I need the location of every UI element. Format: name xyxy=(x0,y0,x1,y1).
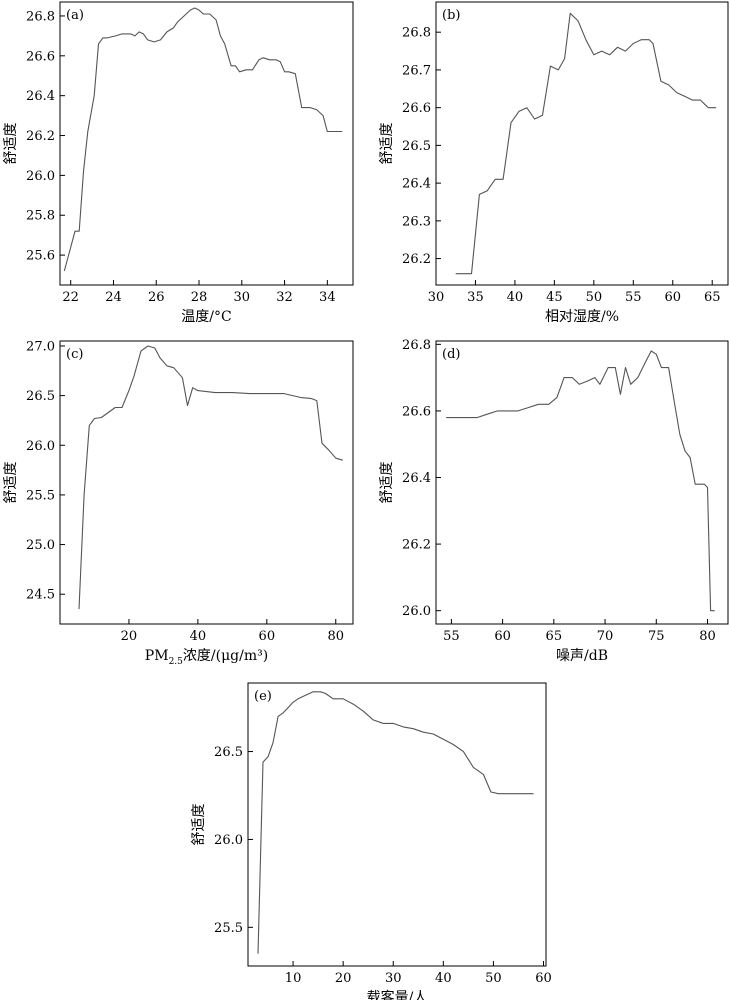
plot-frame-e xyxy=(247,682,547,967)
x-tick-label-a: 34 xyxy=(319,290,336,305)
x-axis-label-b: 相对湿度/% xyxy=(545,309,619,325)
x-tick-label-b: 50 xyxy=(586,290,603,305)
x-tick-label-c: 60 xyxy=(259,629,276,644)
y-axis-label-e: 舒适度 xyxy=(191,804,207,846)
y-tick-label-a: 26.4 xyxy=(26,89,55,104)
y-tick-label-b: 26.7 xyxy=(402,63,431,78)
x-axis-label-a: 温度/°C xyxy=(181,309,231,325)
y-tick-label-d: 26.8 xyxy=(402,338,431,353)
x-tick-label-b: 45 xyxy=(546,290,563,305)
x-tick-label-d: 60 xyxy=(494,629,511,644)
y-tick-label-a: 26.6 xyxy=(26,49,55,64)
panel-b: 30 35 40 45 50 55 60 65 26.2 26.3 26.4 26.5 26.6 26.7… xyxy=(379,1,729,325)
y-tick-label-d: 26.4 xyxy=(402,471,431,486)
y-tick-label-b: 26.8 xyxy=(402,26,431,41)
x-tick-label-c: 20 xyxy=(121,629,138,644)
panel-label-e: (e) xyxy=(254,689,272,704)
x-tick-label-e: 60 xyxy=(535,971,552,986)
panel-d: 55 60 65 70 75 80 26.0 26.2 26.4 26.6 26.8 (d) 噪声/dB… xyxy=(379,338,729,664)
y-tick-label-d: 26.2 xyxy=(402,538,431,553)
y-tick-label-a: 25.8 xyxy=(26,209,55,224)
x-axis-label-subscript: 2.5 xyxy=(169,657,184,667)
x-tick-label-b: 40 xyxy=(507,290,524,305)
x-tick-label-d: 80 xyxy=(699,629,716,644)
y-tick-label-d: 26.0 xyxy=(402,604,431,619)
y-tick-label-b: 26.5 xyxy=(402,139,431,154)
plot-frame-c xyxy=(59,340,354,625)
y-tick-label-a: 25.6 xyxy=(26,249,55,264)
y-tick-label-c: 27.0 xyxy=(26,339,55,354)
x-tick-label-a: 32 xyxy=(276,290,293,305)
x-tick-label-b: 65 xyxy=(704,290,721,305)
panel-c: 20 40 60 80 24.5 25.0 25.5 26.0 26.5 27.0 (c) PM2.5… xyxy=(3,339,354,667)
plot-frame-b xyxy=(435,1,729,286)
y-tick-label-c: 24.5 xyxy=(26,588,55,603)
plot-frame-d xyxy=(435,340,729,625)
x-tick-label-e: 20 xyxy=(335,971,352,986)
x-tick-label-b: 30 xyxy=(428,290,445,305)
y-axis-label-b: 舒适度 xyxy=(379,123,395,165)
y-axis-label-d: 舒适度 xyxy=(379,462,395,504)
x-tick-label-e: 10 xyxy=(285,971,302,986)
x-tick-label-d: 70 xyxy=(597,629,614,644)
series-line-b xyxy=(455,12,717,275)
panel-label-d: (d) xyxy=(442,347,460,362)
y-tick-label-c: 26.5 xyxy=(26,389,55,404)
x-tick-label-e: 40 xyxy=(435,971,452,986)
x-axis-label-d: 噪声/dB xyxy=(556,648,608,664)
x-tick-label-d: 75 xyxy=(648,629,665,644)
series-line-c xyxy=(78,345,343,610)
y-tick-label-d: 26.6 xyxy=(402,404,431,419)
x-tick-label-d: 55 xyxy=(443,629,460,644)
panel-label-c: (c) xyxy=(66,347,83,362)
y-tick-label-b: 26.4 xyxy=(402,177,431,192)
y-tick-label-e: 26.0 xyxy=(214,833,243,848)
y-tick-label-b: 26.3 xyxy=(402,214,431,229)
y-tick-label-c: 25.5 xyxy=(26,488,55,503)
y-axis-label-c: 舒适度 xyxy=(3,462,19,504)
panel-label-b: (b) xyxy=(442,8,460,23)
x-tick-label-a: 30 xyxy=(234,290,251,305)
x-tick-label-a: 28 xyxy=(191,290,208,305)
panel-e: 10 20 30 40 50 60 25.5 26.0 26.5 (e) 载客量/人 舒适度 xyxy=(191,682,552,1000)
x-axis-label-c: PM2.5浓度/(μg/m³) xyxy=(145,648,268,667)
panel-label-a: (a) xyxy=(66,8,84,23)
y-tick-label-a: 26.0 xyxy=(26,169,55,184)
series-line-a xyxy=(63,7,343,272)
x-tick-label-e: 30 xyxy=(385,971,402,986)
series-line-e xyxy=(257,691,534,954)
x-tick-label-e: 50 xyxy=(485,971,502,986)
y-tick-label-c: 25.0 xyxy=(26,538,55,553)
y-axis-label-a: 舒适度 xyxy=(3,123,19,165)
x-tick-label-b: 55 xyxy=(625,290,642,305)
series-line-d xyxy=(446,350,715,612)
x-axis-label-e: 载客量/人 xyxy=(367,989,428,1000)
x-tick-label-d: 65 xyxy=(546,629,563,644)
y-tick-label-c: 26.0 xyxy=(26,439,55,454)
x-tick-label-b: 60 xyxy=(664,290,681,305)
y-tick-label-b: 26.6 xyxy=(402,101,431,116)
x-axis-label-suffix: 浓度/(μg/m³) xyxy=(183,648,268,664)
panel-a: 22 24 26 28 30 32 34 25.6 25.8 26.0 26.2 26.4 26.6 26… xyxy=(3,1,354,325)
x-tick-label-a: 24 xyxy=(105,290,122,305)
plot-frame-a xyxy=(59,1,354,286)
y-tick-label-a: 26.8 xyxy=(26,9,55,24)
x-tick-label-a: 22 xyxy=(62,290,79,305)
y-tick-label-e: 25.5 xyxy=(214,921,243,936)
y-tick-label-b: 26.2 xyxy=(402,252,431,267)
y-tick-label-a: 26.2 xyxy=(26,129,55,144)
x-tick-label-b: 35 xyxy=(467,290,484,305)
x-tick-label-c: 80 xyxy=(327,629,344,644)
x-tick-label-c: 40 xyxy=(190,629,207,644)
y-tick-label-e: 26.5 xyxy=(214,745,243,760)
x-axis-label-prefix: PM xyxy=(145,648,169,664)
x-tick-label-a: 26 xyxy=(148,290,165,305)
